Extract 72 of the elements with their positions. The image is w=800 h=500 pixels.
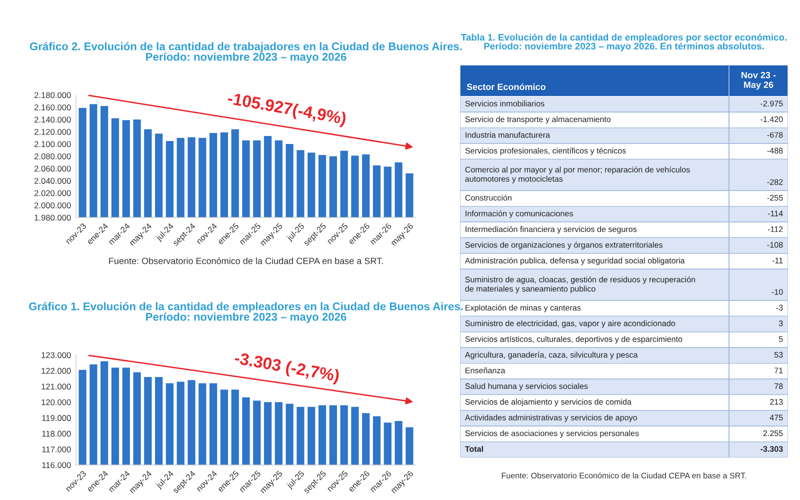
y-tick-label: 2.140.000 [34, 116, 71, 123]
category-label: Comercio al por mayor y al por menor; reparación de vehículos automotores y motocicletas [465, 166, 690, 184]
category-label: Suministro de agua, cloacas, gestión de residuos y recuperación de materiales y saneamiento publico [465, 276, 696, 294]
y-tick-label: 117.000 [42, 446, 71, 452]
data-label: 2.255 [763, 430, 783, 436]
chart-title: Gráfico 1. Evolución de la cantidad de empleadores en la Ciudad de Buenos Aires. [29, 302, 463, 312]
y-tick-label: 2.180.000 [34, 92, 71, 98]
category-label: Construcción [465, 194, 512, 201]
data-label: -11 [772, 258, 783, 264]
y-tick-label: 2.120.000 [34, 128, 71, 135]
y-tick-label: 121.000 [42, 384, 71, 390]
category-label: Salud humana y servicios sociales [465, 383, 588, 391]
data-label: -112 [768, 226, 783, 232]
category-label: Servicios artísticos, culturales, deportivos y de esparcimiento [465, 336, 682, 344]
category-label: Servicios inmobiliarios [465, 100, 544, 106]
category-label: Enseñanza [466, 367, 506, 374]
data-label: -255 [767, 194, 783, 201]
data-label: -2.975 [760, 100, 783, 106]
chart-subtitle: Período: noviembre 2023 – mayo 2026 [146, 52, 346, 63]
y-tick-label: 2.060.000 [34, 166, 71, 172]
data-label: 78 [774, 383, 783, 390]
category-label: Servicios de alojamiento y servicios de comida [465, 398, 632, 406]
data-label: -3 [776, 304, 783, 311]
data-label: -282 [767, 179, 783, 185]
data-label: 475 [770, 414, 783, 420]
category-label: Total [465, 446, 483, 452]
y-tick-label: 2.040.000 [34, 178, 71, 184]
data-label: -114 [768, 210, 783, 216]
y-tick-label: 119.000 [42, 415, 71, 421]
data-label: -678 [767, 132, 783, 138]
category-label: Suministro de electricidad, gas, vapor y aire acondicionado [465, 320, 676, 328]
data-label: -488 [767, 148, 783, 154]
data-label: 213 [770, 399, 783, 405]
chart-subtitle: Período: noviembre 2023 – mayo 2026 [146, 312, 346, 323]
y-tick-label: 2.100.000 [34, 141, 71, 148]
text: Período: noviembre 2023 – mayo 2026. En términos absolutos. [484, 42, 764, 52]
chart-title: Gráfico 2. Evolución de la cantidad de trabajadores en la Ciudad de Buenos Aires. [30, 42, 462, 52]
y-tick-label: 120.000 [42, 399, 71, 406]
category-label: Servicios profesionales, científicos y técnicos [465, 148, 626, 156]
data-label: -3.303 [760, 446, 783, 452]
y-tick-label: 2.020.000 [34, 190, 71, 196]
category-label: Actividades administrativas y servicios de apoyo [464, 414, 637, 422]
category-label: Información y comunicaciones [466, 210, 573, 218]
source-note: Fuente: Observatorio Económico de la Ciudad CEPA en base a SRT. [109, 257, 383, 264]
y-tick-label: 2.080.000 [34, 153, 71, 160]
data-label: -10 [772, 289, 783, 295]
data-label: 71 [774, 368, 783, 374]
y-tick-label: 123.000 [42, 352, 71, 358]
category-label: Servicios de asociaciones y servicios personales [465, 430, 639, 438]
data-label: -108 [767, 242, 783, 248]
data-label: 5 [778, 336, 783, 342]
y-tick-label: 2.000.000 [34, 202, 71, 208]
y-tick-label: 2.160.000 [34, 104, 71, 110]
category-label: Servicios de organizaciones y órganos extraterritoriales [465, 242, 663, 250]
category-label: Administración publica, defensa y seguridad social obligatoria [464, 257, 685, 266]
category-label: Explotación de minas y canteras [466, 304, 581, 312]
category-label: Servicio de transporte y almacenamiento [465, 116, 611, 124]
category-label: Intermediación financiera y servicios de seguros [466, 226, 637, 234]
category-label: Industria manufacturera [466, 132, 550, 138]
source-note: Fuente: Observatorio Económico de la Ciudad CEPA en base a SRT. [502, 472, 746, 478]
y-tick-label: 116.000 [42, 462, 71, 468]
data-label: -1.420 [760, 116, 783, 122]
text: Sector Económico [466, 83, 546, 90]
data-label: 53 [774, 352, 783, 358]
y-tick-label: 122.000 [42, 368, 71, 374]
data-label: 3 [778, 320, 783, 326]
category-label: Agricultura, ganadería, caza, silvicultura y pesca [464, 352, 638, 360]
text: Nov 23 - May 26 [742, 72, 776, 90]
annotation: -3.303 (-2,7%) [234, 351, 340, 385]
text: Tabla 1. Evolución de la cantidad de empleadores por sector económico. [460, 34, 786, 42]
y-tick-label: 118.000 [42, 430, 71, 437]
y-tick-label: 1.980.000 [34, 214, 71, 221]
